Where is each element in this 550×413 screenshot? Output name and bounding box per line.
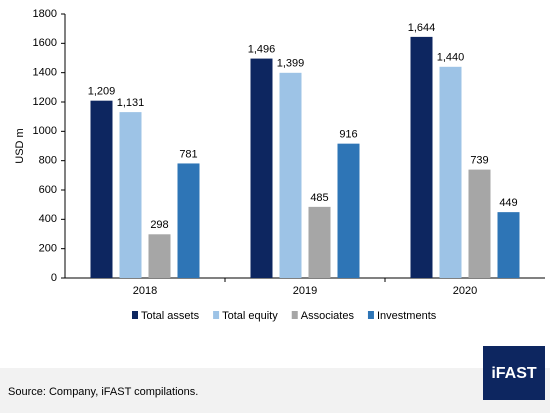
bar [148,234,171,278]
legend-label: Investments [377,310,437,322]
value-label: 1,131 [117,97,145,109]
bar [410,36,433,278]
value-label: 1,399 [277,58,305,70]
legend-swatch [132,311,138,319]
y-tick-label: 600 [39,184,57,196]
legend-label: Total assets [141,310,200,322]
legend-label: Associates [301,310,355,322]
bar [119,112,142,279]
y-tick-label: 1600 [33,37,57,49]
value-label: 1,644 [408,22,436,34]
legend-label: Total equity [222,310,278,322]
legend-swatch [367,311,374,319]
bar [90,100,113,279]
y-axis-label: USD m [14,128,26,163]
bar [279,72,302,279]
y-tick-label: 1800 [33,8,57,20]
bar [250,58,273,278]
y-tick-label: 1000 [33,125,57,137]
bar [308,206,331,278]
y-tick-label: 0 [51,272,57,284]
bar [337,143,360,278]
x-tick-label: 2020 [453,285,477,297]
logo-box [483,346,545,400]
value-label: 916 [339,129,357,141]
bar [497,212,520,278]
y-tick-label: 200 [39,243,57,255]
value-label: 1,209 [88,86,116,98]
bar [439,66,462,278]
value-label: 1,496 [248,43,276,55]
x-tick-label: 2019 [293,285,317,297]
value-label: 1,440 [437,52,465,64]
footer-band [0,368,550,413]
bar [177,163,200,278]
value-label: 485 [310,192,328,204]
bar [468,169,491,278]
value-label: 449 [499,197,517,209]
y-tick-label: 800 [39,155,57,167]
source-note: Source: Company, iFAST compilations. [8,386,198,398]
legend-swatch [291,311,298,319]
logo: iFAST [491,365,537,382]
value-label: 781 [179,148,197,160]
y-tick-label: 1400 [33,67,57,79]
x-tick-label: 2018 [133,285,157,297]
y-tick-label: 1200 [33,96,57,108]
value-label: 298 [150,219,168,231]
value-label: 739 [470,155,488,167]
legend-swatch [213,311,220,319]
y-tick-label: 400 [39,213,57,225]
